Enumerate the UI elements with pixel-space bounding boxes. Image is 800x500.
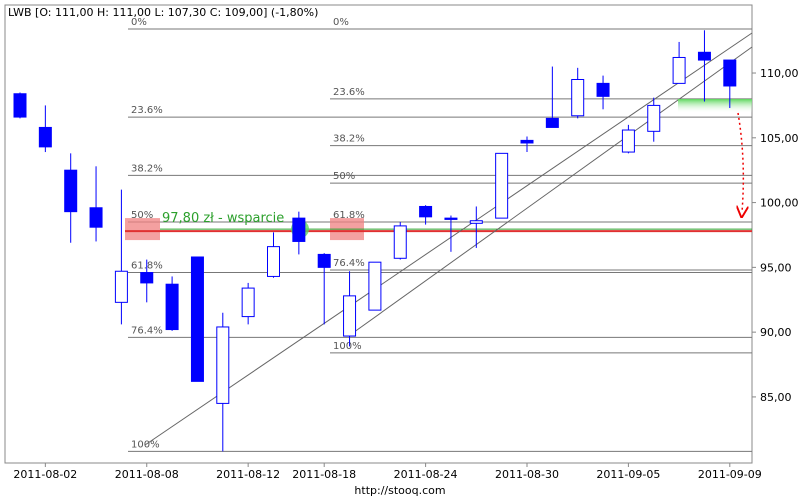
fib-label: 38.2% [333,134,365,145]
candle-body [545,117,559,128]
fib-label: 50% [131,210,153,221]
plot-area [4,4,753,464]
candle-body [368,261,382,311]
candle-body [292,217,306,242]
x-tick-label: 2011-08-24 [394,468,458,481]
y-tick-label: 95,00 [760,261,792,274]
y-tick-label: 100,00 [760,197,799,210]
trend-line [144,32,753,446]
x-tick-label: 2011-08-02 [13,468,77,481]
fib-label: 61.8% [333,210,365,221]
candle-body [495,152,509,219]
x-tick-label: 2011-08-12 [216,468,280,481]
candle-body [647,104,661,132]
fib-label: 23.6% [131,105,163,116]
candle-body [520,139,534,144]
candle-body [697,51,711,61]
candle-body [267,246,280,277]
fib-label: 50% [333,171,355,182]
candle-body [64,169,78,213]
x-tick-label: 2011-09-05 [596,468,660,481]
footer: http://stooq.com [354,484,445,497]
trend-line [349,46,753,336]
y-tick-label: 90,00 [760,326,792,339]
candle-body [38,126,52,148]
fib-label: 0% [333,17,349,28]
candle-body [114,270,128,303]
candle-body [393,225,407,259]
candle-body [469,220,483,224]
chart-title: LWB [O: 111,00 H: 111,00 L: 107,30 C: 10… [8,6,318,19]
y-tick-label: 105,00 [760,132,799,145]
candle-body [317,253,331,268]
candle-body [621,129,635,153]
candle-body [723,59,737,87]
x-tick-label: 2011-09-09 [698,468,762,481]
candle-body [241,287,255,318]
support-zone [678,99,752,113]
fib-label: 76.4% [333,258,365,269]
x-tick-label: 2011-08-18 [292,468,356,481]
candle-body [190,256,204,382]
candle-body [216,326,230,404]
x-tick-label: 2011-08-30 [495,468,559,481]
candle-body [672,56,686,84]
fib-label: 76.4% [131,325,163,336]
fib-label: 23.6% [333,87,365,98]
fib-label: 38.2% [131,163,163,174]
candle-body [596,82,610,97]
candle-body [571,78,585,117]
candle-body [13,93,27,118]
annotation: 97,80 zł - wsparcie [162,211,284,226]
y-tick-label: 85,00 [760,391,792,404]
candle-body [165,283,179,331]
candle-body [419,205,433,218]
candle-body [89,207,103,228]
highlight [125,218,160,241]
x-tick-label: 2011-08-08 [115,468,179,481]
candle-body [140,272,154,284]
fib-label: 100% [333,341,362,352]
candle-body [343,295,357,337]
candle-body [444,217,458,220]
fib-label: 0% [131,17,147,28]
y-tick-label: 110,00 [760,67,799,80]
